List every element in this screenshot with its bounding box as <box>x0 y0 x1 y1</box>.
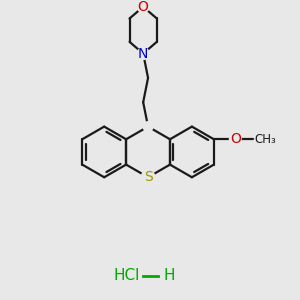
Text: O: O <box>138 0 148 14</box>
Text: O: O <box>230 132 241 146</box>
Text: H: H <box>164 268 175 283</box>
Text: CH₃: CH₃ <box>255 133 277 146</box>
Circle shape <box>137 48 149 59</box>
Text: HCl: HCl <box>113 268 140 283</box>
Circle shape <box>141 170 155 184</box>
Circle shape <box>230 134 241 145</box>
Text: N: N <box>138 46 148 61</box>
Circle shape <box>143 122 153 131</box>
Circle shape <box>137 1 149 13</box>
Text: S: S <box>144 170 152 184</box>
